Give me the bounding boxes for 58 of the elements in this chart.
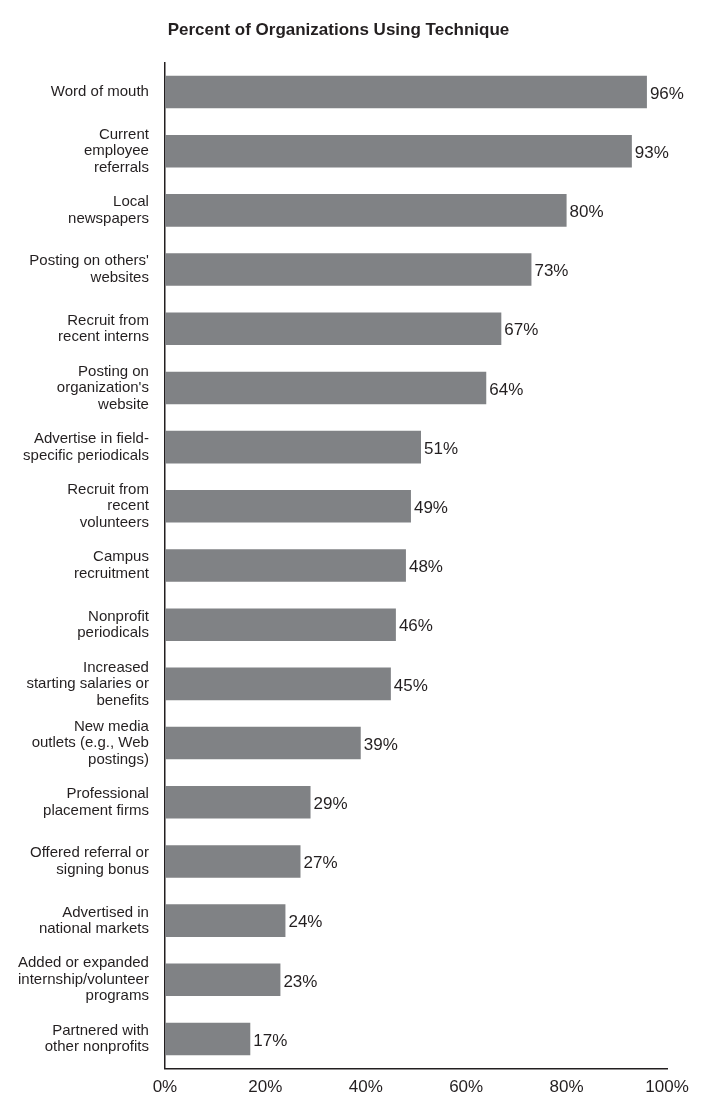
y-tick-label: Posting on others' websites [29, 251, 150, 285]
data-label: 45% [393, 675, 428, 695]
x-tick-label: 100% [645, 1077, 689, 1097]
bar [164, 845, 301, 878]
data-label: 46% [398, 616, 433, 636]
bar [164, 134, 632, 168]
data-label: 39% [363, 734, 398, 754]
y-tick-label: Offered referral or signing bonus [29, 843, 149, 877]
y-tick-label: Recruit from recent volunteers [67, 479, 150, 530]
bar [164, 726, 361, 760]
data-label: 80% [569, 202, 604, 222]
data-label: 23% [283, 971, 318, 991]
bar [164, 785, 311, 819]
data-label: 17% [253, 1030, 288, 1050]
bar [164, 549, 406, 582]
y-tick-label: Increased starting salaries or benefits [26, 657, 149, 708]
data-label: 96% [649, 83, 684, 103]
data-label: 48% [408, 557, 443, 577]
y-tick-label: Professional placement firms [43, 784, 149, 818]
y-tick-label: Advertise in field- specific periodicals [23, 429, 149, 463]
data-label: 29% [313, 793, 348, 813]
chart-title: Percent of Organizations Using Technique [167, 19, 510, 39]
bar [164, 430, 421, 464]
bar [164, 904, 286, 937]
y-tick-label: Campus recruitment [73, 547, 150, 581]
data-label: 27% [303, 853, 338, 873]
bar [164, 1022, 251, 1056]
data-label: 64% [489, 379, 524, 399]
y-tick-label: Word of mouth [50, 82, 149, 100]
data-label: 51% [423, 438, 459, 458]
y-tick-label: Posting on organization's website [56, 361, 149, 412]
data-label: 49% [413, 498, 448, 517]
y-tick-label: Advertised in national markets [38, 902, 149, 937]
y-tick-label: Added or expanded internship/volunteer programs [17, 953, 149, 1004]
bar [164, 490, 411, 523]
bar [164, 608, 396, 641]
y-tick-label: Local newspapers [68, 192, 149, 226]
data-label: 24% [288, 912, 323, 932]
x-tick-label: 40% [348, 1077, 383, 1097]
x-tick-label: 0% [152, 1077, 178, 1097]
x-tick-label: 80% [549, 1077, 584, 1097]
bar [164, 194, 567, 227]
bar [164, 312, 502, 346]
y-tick-label: Current employee referrals [83, 124, 150, 175]
bar [164, 371, 487, 405]
y-tick-label: Nonprofit periodicals [77, 606, 150, 641]
data-label: 67% [504, 320, 539, 340]
bar [164, 963, 281, 997]
data-label: 73% [534, 261, 569, 281]
x-tick-label: 60% [449, 1077, 484, 1097]
bar [164, 667, 391, 701]
y-tick-label: Partnered with other nonprofits [44, 1020, 149, 1055]
bar [164, 75, 647, 109]
y-tick-label: Recruit from recent interns [58, 310, 149, 345]
x-tick-label: 20% [248, 1077, 283, 1097]
data-label: 93% [634, 142, 669, 162]
bar [164, 253, 532, 286]
y-tick-label: New media outlets (e.g., Web postings) [31, 716, 150, 767]
